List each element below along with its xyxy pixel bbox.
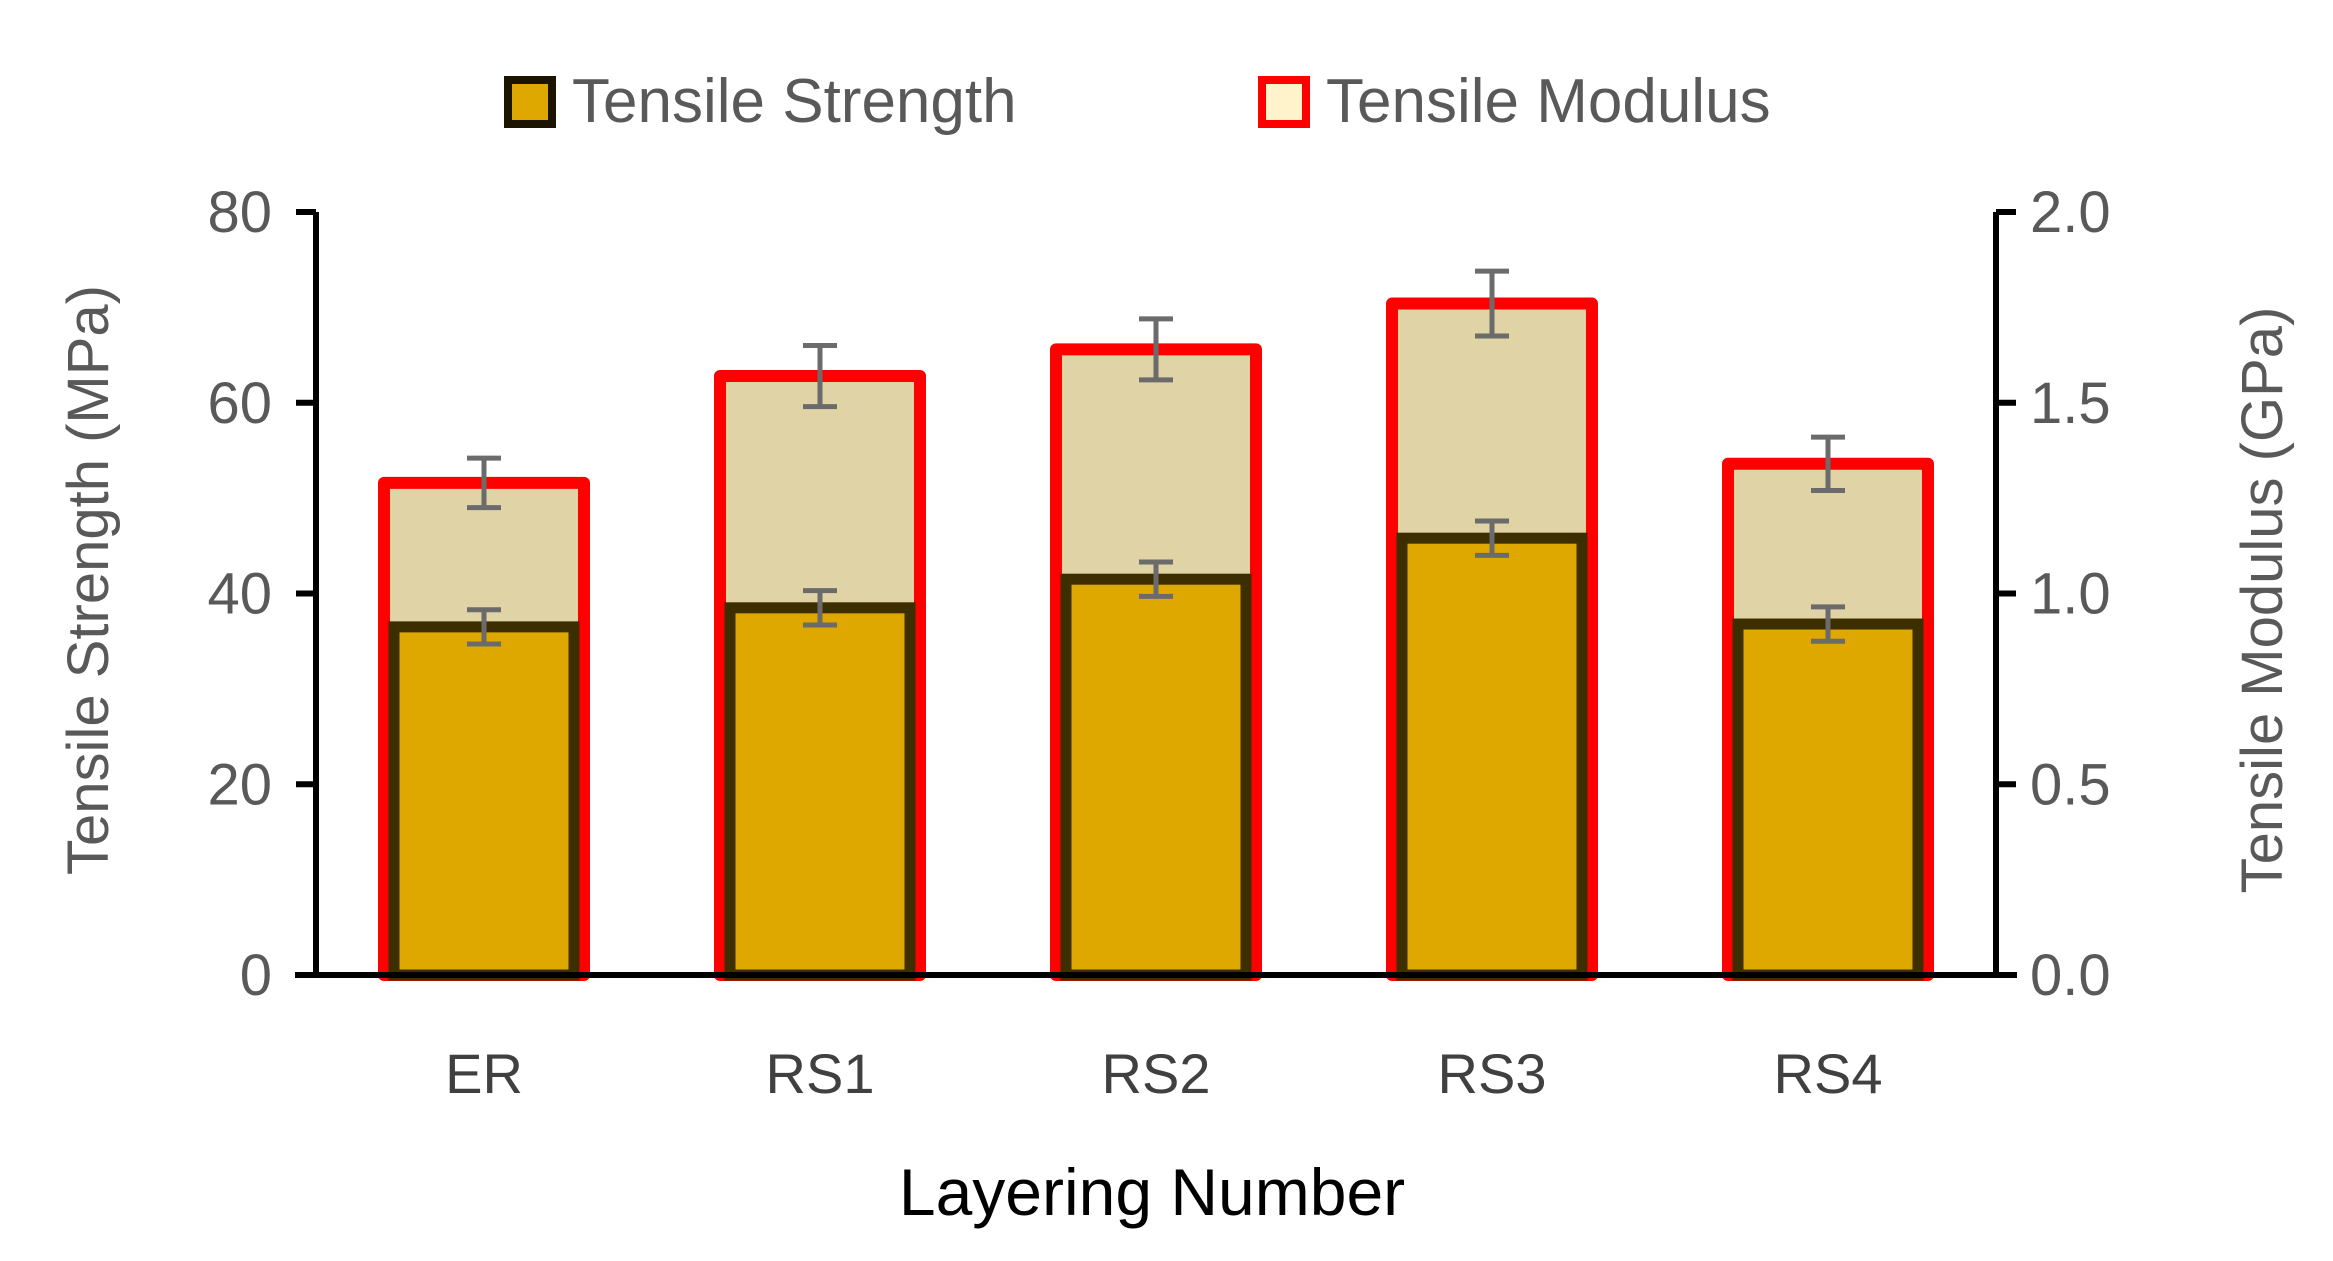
left-y-ticks: 0 20 40 60 80	[207, 180, 316, 1008]
right-tick-label: 1.0	[2030, 562, 2111, 627]
left-tick-label: 60	[207, 371, 272, 436]
right-tick-label: 1.5	[2030, 371, 2111, 436]
x-category-labels: ER RS1 RS2 RS3 RS4	[445, 1042, 1882, 1105]
left-tick-label: 20	[207, 752, 272, 817]
tensile-strength-bar-rs4	[1732, 618, 1924, 981]
legend-swatch-tensile-strength	[504, 76, 556, 128]
x-tick-label-er: ER	[445, 1042, 523, 1105]
tensile-strength-error-rs2	[1139, 559, 1173, 599]
left-tick-label: 80	[207, 180, 272, 245]
tensile-strength-bar-rs3	[1396, 532, 1588, 981]
left-tick-label: 40	[207, 562, 272, 627]
tensile-strength-error-er	[467, 607, 501, 647]
tensile-strength-error-rs4	[1811, 604, 1845, 644]
x-tick-label-rs4: RS4	[1774, 1042, 1883, 1105]
tensile-strength-bar-rs2	[1060, 573, 1252, 981]
right-tick-label: 0.0	[2030, 943, 2111, 1008]
tensile-strength-bars	[388, 532, 1924, 981]
legend-swatch-tensile-modulus	[1258, 76, 1310, 128]
error-bars	[467, 268, 1845, 647]
tensile-modulus-error-rs3	[1475, 268, 1509, 339]
tensile-strength-error-rs3	[1475, 518, 1509, 558]
right-tick-label: 0.5	[2030, 752, 2111, 817]
tensile-strength-bar-rs1	[724, 602, 916, 981]
tensile-modulus-error-er	[467, 455, 501, 511]
legend-label-tensile-strength: Tensile Strength	[572, 67, 1017, 136]
x-tick-label-rs2: RS2	[1102, 1042, 1211, 1105]
y-right-axis-title: Tensile Modulus (GPa)	[2230, 307, 2295, 894]
tensile-modulus-error-rs2	[1139, 316, 1173, 383]
left-tick-label: 0	[240, 943, 272, 1008]
legend-label-tensile-modulus: Tensile Modulus	[1326, 67, 1771, 136]
x-tick-label-rs3: RS3	[1438, 1042, 1547, 1105]
x-tick-label-rs1: RS1	[766, 1042, 875, 1105]
legend: Tensile Strength Tensile Modulus	[504, 67, 1771, 136]
tensile-modulus-error-rs4	[1811, 434, 1845, 493]
tensile-modulus-error-rs1	[803, 343, 837, 410]
tensile-strength-bar-er	[388, 621, 580, 981]
x-axis-title: Layering Number	[899, 1155, 1405, 1229]
y-left-axis-title: Tensile Strength (MPa)	[56, 285, 121, 875]
tensile-strength-error-rs1	[803, 588, 837, 628]
right-y-ticks: 0.0 0.5 1.0 1.5 2.0	[1996, 180, 2111, 1008]
right-tick-label: 2.0	[2030, 180, 2111, 245]
